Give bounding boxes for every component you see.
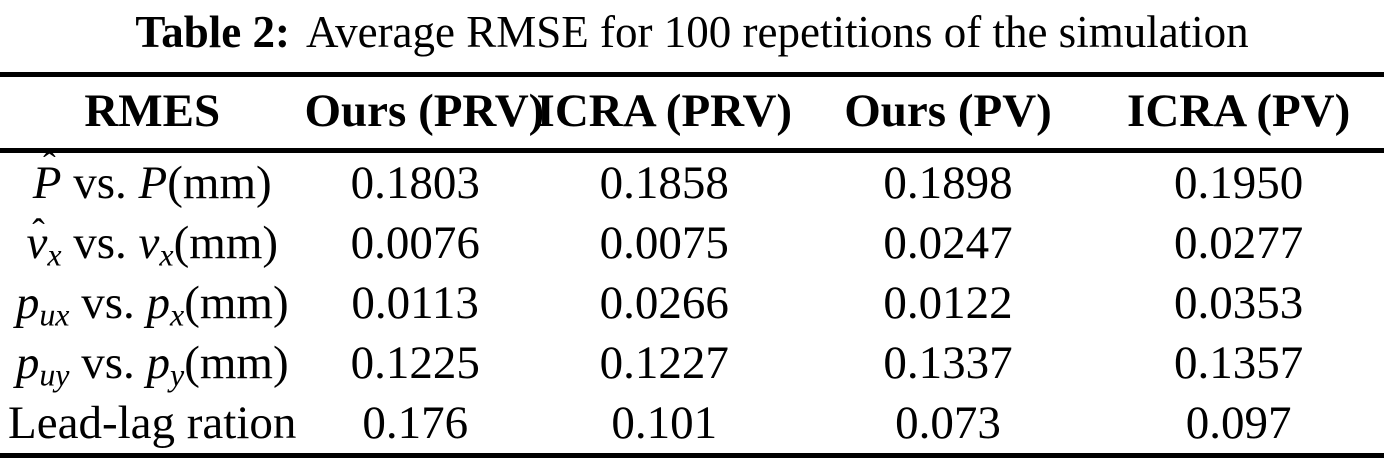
table-row: pux vs. px(mm) 0.0113 0.0266 0.0122 0.03… [0, 273, 1384, 333]
math-part: (mm) [184, 277, 289, 329]
row-label: puy vs. py(mm) [0, 333, 304, 393]
rmse-table: RMES Ours (PRV) ICRA (PRV) Ours (PV) ICR… [0, 72, 1384, 458]
table-row: Lead-lag ration 0.176 0.101 0.073 0.097 [0, 393, 1384, 456]
column-header-ours-pv: Ours (PV) [802, 74, 1094, 153]
rmse-value: 0.0076 [350, 217, 480, 269]
rmse-value: 0.1357 [1174, 337, 1304, 389]
rmse-value: 0.0075 [599, 217, 729, 269]
rmse-value: 0.0113 [351, 277, 479, 329]
math-part: vs. [69, 277, 147, 329]
math-part: (mm) [167, 157, 272, 209]
rmse-value: 0.101 [611, 397, 718, 449]
rmse-value: 0.1858 [599, 157, 729, 209]
math-subscript: x [159, 237, 174, 273]
table-caption-label: Table 2: [135, 7, 290, 57]
math-subscript: x [170, 297, 185, 333]
row-label: pux vs. px(mm) [0, 273, 304, 333]
math-part: Lead-lag ration [8, 397, 297, 449]
math-part: (mm) [184, 337, 289, 389]
math-subscript: x [47, 237, 62, 273]
rmse-value: 0.073 [895, 397, 1001, 449]
table-caption-text: Average RMSE for 100 repetitions of the … [305, 7, 1249, 57]
rmse-value: 0.1225 [350, 337, 480, 389]
rmse-value: 0.0122 [883, 277, 1013, 329]
rmse-value: 0.1803 [350, 157, 480, 209]
header-row: RMES Ours (PRV) ICRA (PRV) Ours (PV) ICR… [0, 74, 1384, 153]
math-part: P [138, 157, 168, 209]
rmse-value: 0.1337 [883, 337, 1013, 389]
rmse-value: 0.097 [1185, 397, 1292, 449]
table-row: puy vs. py(mm) 0.1225 0.1227 0.1337 0.13… [0, 333, 1384, 393]
rmse-value: 0.0277 [1174, 217, 1304, 269]
rmse-value: 0.0353 [1174, 277, 1304, 329]
column-header-icra-prv: ICRA (PRV) [525, 74, 803, 153]
math-subscript: y [170, 357, 185, 393]
math-part: p [146, 277, 171, 329]
math-part: p [15, 337, 40, 389]
rmse-value: 0.0247 [883, 217, 1013, 269]
math-part: vs. [69, 337, 147, 389]
rmse-value: 0.176 [362, 397, 469, 449]
table-row: ˆ vx vs. vx(mm) 0.0076 0.0075 0.0247 0.02… [0, 213, 1384, 273]
math-part: p [15, 277, 40, 329]
rmse-value: 0.0266 [599, 277, 729, 329]
column-header-icra-pv: ICRA (PV) [1093, 74, 1384, 153]
rmse-value: 0.1898 [883, 157, 1013, 209]
math-subscript: uy [39, 357, 70, 393]
math-part: vs. [61, 217, 139, 269]
row-label: Lead-lag ration [0, 393, 304, 456]
hat-icon: ˆ [43, 145, 56, 187]
column-header-rmes: RMES [0, 74, 305, 153]
rmse-value: 0.1227 [599, 337, 729, 389]
math-subscript: ux [39, 297, 70, 333]
row-label: ˆ vx vs. vx(mm) [0, 213, 304, 273]
hat-icon: ˆ [32, 212, 45, 254]
math-part: (mm) [173, 217, 279, 269]
rmse-value: 0.1950 [1174, 157, 1304, 209]
math-part: p [146, 337, 171, 389]
column-header-ours-prv: Ours (PRV) [304, 74, 544, 153]
math-part: vs. [61, 157, 139, 209]
math-part: v [138, 217, 160, 269]
table-caption: Table 2: Average RMSE for 100 repetitions… [0, 0, 1384, 59]
